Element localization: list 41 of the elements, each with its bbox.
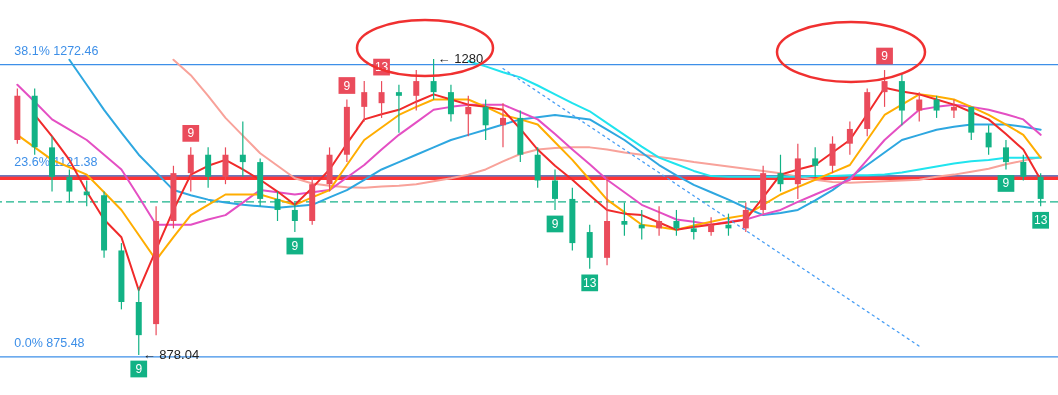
- candlestick: [881, 69, 888, 108]
- candlestick: [222, 146, 229, 185]
- candlestick: [812, 146, 819, 178]
- text: 9: [343, 78, 351, 93]
- candlestick: [985, 124, 992, 156]
- candlestick: [187, 146, 194, 193]
- candlestick: [413, 69, 420, 112]
- candlestick: [430, 58, 437, 101]
- candlestick: [950, 98, 957, 119]
- candlestick: [742, 202, 749, 233]
- candlestick: [656, 205, 663, 237]
- text: 9: [881, 49, 888, 64]
- candlestick: [465, 95, 472, 137]
- text: 9: [291, 239, 299, 254]
- candlestick: [829, 135, 836, 174]
- ref-line-label: 38.1% 1272.46: [14, 43, 99, 58]
- candlestick: [239, 120, 246, 178]
- candlestick: [205, 146, 212, 189]
- candlestick: [933, 95, 940, 119]
- candlestick: [361, 80, 368, 123]
- candlestick: [378, 80, 385, 119]
- text: 9: [551, 216, 559, 231]
- text: 9: [1002, 176, 1010, 191]
- candlestick: [482, 98, 489, 141]
- candlestick: [447, 84, 454, 123]
- candlestick: [846, 120, 853, 156]
- candlestick: [673, 209, 680, 237]
- text: 13: [1033, 213, 1048, 228]
- text: 9: [135, 362, 143, 376]
- text: 13: [583, 275, 597, 290]
- candlestick: [690, 216, 697, 241]
- candlestick: [395, 84, 402, 134]
- candlestick: [777, 154, 784, 193]
- candlestick: [708, 216, 715, 237]
- candlestick: [916, 91, 923, 123]
- candlestick: [499, 102, 506, 148]
- ref-line-label: 0.0% 875.48: [14, 335, 85, 350]
- candlestick: [1002, 139, 1009, 171]
- candlestick: [1020, 154, 1027, 182]
- text: 9: [187, 126, 195, 141]
- annotation: ← 1280: [437, 51, 484, 66]
